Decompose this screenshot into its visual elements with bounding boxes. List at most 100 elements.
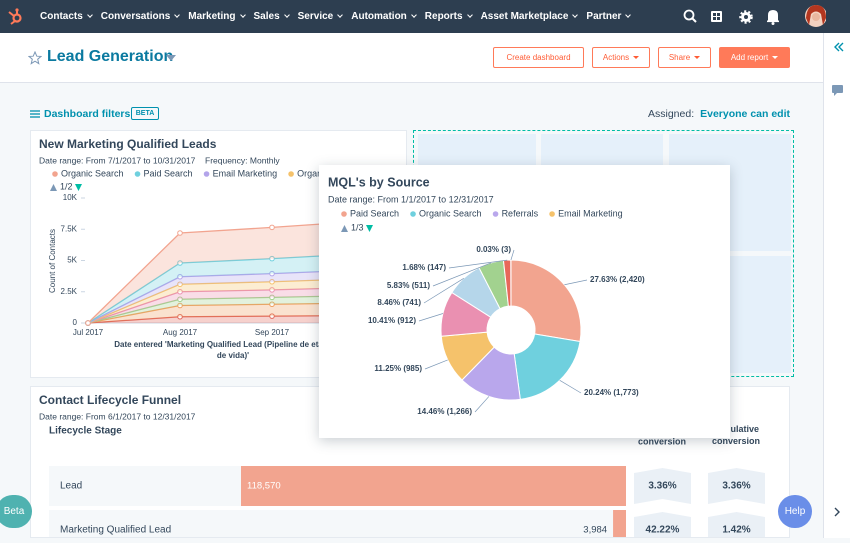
pie-slice (511, 260, 581, 342)
chart-subtitle: Date range: From 1/1/2017 to 12/31/2017 (328, 194, 494, 204)
top-nav: Contacts Conversations Marketing Sales Servi… (0, 0, 850, 33)
marketplace-icon[interactable] (711, 11, 722, 22)
slice-label: 10.41% (912) (368, 316, 416, 325)
y-tick-label: 0 (73, 318, 78, 327)
right-sidebar (823, 33, 850, 538)
pie-card: MQL's by Source Date range: From 1/1/2017… (319, 165, 730, 438)
slice-label: 5.83% (511) (387, 281, 430, 290)
beta-button[interactable]: Beta (0, 495, 32, 528)
slice-label: 11.25% (985) (374, 364, 422, 373)
nav-item[interactable]: Reports (425, 11, 472, 22)
bar-value: 3,984 (583, 525, 607, 536)
legend-page: 1/3 (351, 222, 364, 232)
page-prev[interactable] (50, 184, 57, 191)
search-icon[interactable] (685, 11, 697, 23)
conversion-value: 1.42% (722, 525, 750, 536)
chart-title[interactable]: MQL's by Source (328, 175, 430, 189)
pie-slice (514, 334, 580, 399)
favorite-star[interactable] (28, 51, 42, 65)
legend-label: Referrals (502, 208, 539, 218)
area-point (178, 231, 183, 236)
page-prev[interactable] (341, 225, 348, 232)
legend-dot (135, 171, 141, 177)
nav-item[interactable]: Sales (254, 11, 289, 22)
dashboard-title[interactable]: Lead Generation (47, 48, 173, 66)
header-button[interactable]: Create dashboard (493, 47, 584, 68)
nav-item[interactable]: Marketing (188, 11, 244, 22)
expand-icon[interactable] (835, 508, 839, 516)
title-dropdown[interactable] (165, 54, 177, 62)
slice-label: 1.68% (147) (402, 263, 446, 272)
nav-items: Contacts Conversations Marketing Sales Servi… (40, 0, 630, 33)
page-next[interactable] (75, 184, 82, 191)
nav-item[interactable]: Partner (586, 11, 630, 22)
settings-icon[interactable] (741, 12, 752, 23)
leader-line (564, 280, 587, 285)
header-button[interactable]: Share (658, 47, 711, 68)
bar-value: 118,570 (247, 481, 281, 492)
legend-label: Organic Search (419, 208, 482, 218)
sidebar-icons (824, 33, 850, 538)
funnel-subtitle: Date range: From 6/1/2017 to 12/31/2017 (39, 411, 196, 421)
beta-badge: BETA (131, 107, 159, 120)
nav-item[interactable]: Contacts (40, 11, 92, 22)
legend-dot (549, 211, 555, 217)
slice-label: 14.46% (1,266) (417, 407, 472, 416)
conversion-value: 3.36% (722, 481, 750, 492)
slice-label: 27.63% (2,420) (590, 275, 645, 284)
page-next[interactable] (366, 225, 373, 232)
assigned-value[interactable]: Everyone can edit (700, 108, 790, 120)
legend-label: Paid Search (350, 208, 399, 218)
funnel-title[interactable]: Contact Lifecycle Funnel (39, 393, 181, 407)
leader-line (425, 360, 448, 369)
leader-line (511, 250, 514, 260)
stage-label: Marketing Qualified Lead (60, 525, 171, 536)
chart-frequency: Frequency: Monthly (205, 155, 280, 165)
avatar[interactable] (805, 5, 826, 27)
header-button[interactable]: Add report (719, 47, 790, 68)
legend-dot (204, 171, 210, 177)
slice-label: 8.46% (741) (377, 298, 421, 307)
nav-item[interactable]: Asset Marketplace (481, 11, 578, 22)
x-tick-label: Sep 2017 (255, 328, 290, 337)
area-point (270, 225, 275, 230)
header-button[interactable]: Actions (592, 47, 650, 68)
legend-label: Paid Search (144, 168, 193, 178)
nav-item[interactable]: Service (298, 11, 343, 22)
x-axis-label: Date entered 'Marketing Qualified Lead (… (114, 340, 328, 349)
chat-icon[interactable] (832, 85, 843, 96)
legend-dot (410, 211, 416, 217)
chart-subtitle: Date range: From 7/1/2017 to 10/31/2017 (39, 155, 196, 165)
chart-title[interactable]: New Marketing Qualified Leads (39, 137, 217, 151)
dashboard-filters[interactable]: Dashboard filters (44, 108, 130, 120)
nav-item[interactable]: Automation (351, 11, 416, 22)
y-tick-label: 2.5K (61, 287, 78, 296)
notifications-icon[interactable] (767, 10, 779, 25)
funnel-bar (241, 466, 626, 506)
help-button[interactable]: Help (778, 495, 812, 528)
area-point (86, 321, 91, 326)
legend-dot (341, 211, 347, 217)
conversion-value: 42.22% (646, 525, 680, 536)
x-tick-label: Aug 2017 (163, 328, 198, 337)
funnel-bar (613, 510, 626, 538)
slice-label: 0.03% (3) (476, 245, 511, 254)
slice-label: 20.24% (1,773) (584, 388, 639, 397)
y-axis-label: Count of Contacts (48, 229, 57, 293)
collapse-icon[interactable] (835, 43, 843, 51)
legend-label: Email Marketing (213, 168, 278, 178)
legend-dot (52, 171, 58, 177)
pie-chart: MQL's by Source Date range: From 1/1/2017… (319, 165, 730, 438)
leader-line (475, 396, 489, 412)
logo[interactable] (7, 8, 25, 26)
legend-label: Email Marketing (558, 208, 623, 218)
column-header: Lifecycle Stage (49, 426, 122, 437)
y-tick-label: 5K (67, 256, 77, 265)
legend-dot (288, 171, 294, 177)
legend-label: Organic Search (61, 168, 124, 178)
nav-item[interactable]: Conversations (101, 11, 179, 22)
legend-page: 1/2 (60, 181, 73, 191)
assigned: Assigned: Everyone can edit (648, 108, 790, 120)
